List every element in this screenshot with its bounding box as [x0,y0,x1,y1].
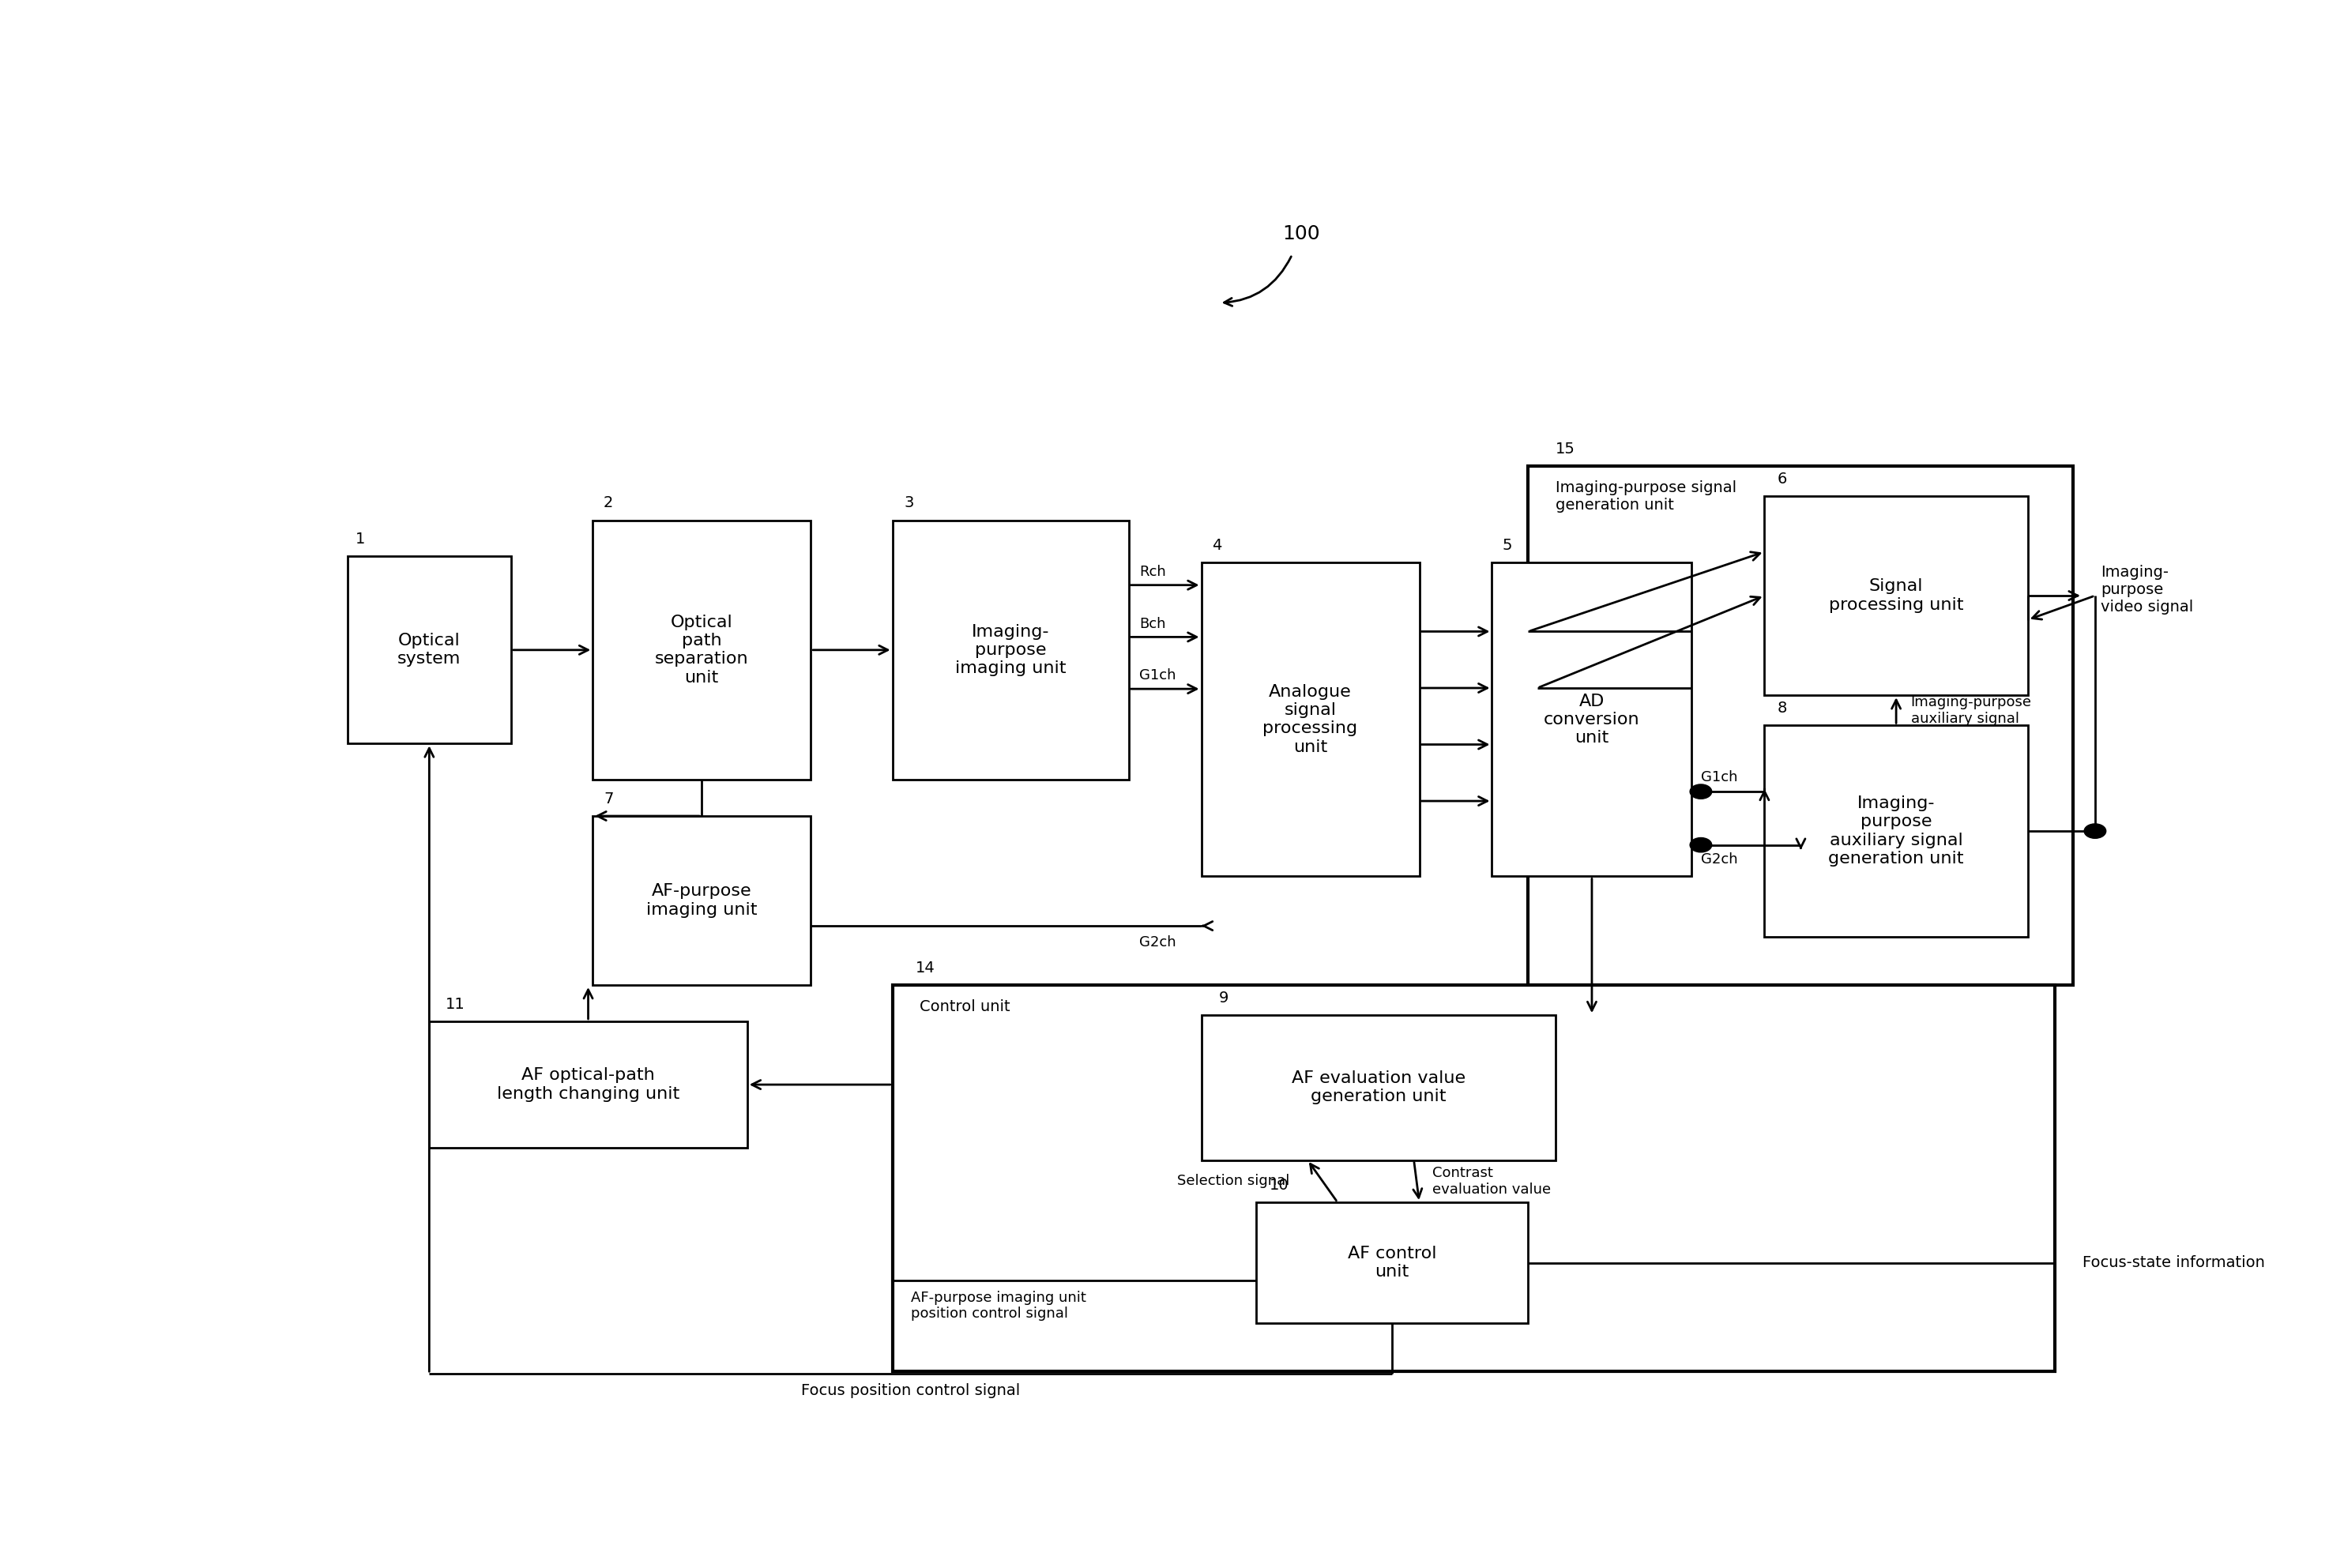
Text: 100: 100 [1282,224,1320,243]
Text: G2ch: G2ch [1139,936,1177,950]
Bar [1202,563,1420,877]
Text: 14: 14 [917,960,935,975]
Text: Optical
path
separation
unit: Optical path separation unit [654,615,748,685]
Circle shape [1690,837,1711,851]
Text: Focus position control signal: Focus position control signal [802,1383,1020,1399]
Bar [893,985,2056,1372]
Bar [593,521,811,779]
Text: Bch: Bch [1139,616,1165,630]
Bar [893,521,1130,779]
Text: Imaging-purpose
auxiliary signal: Imaging-purpose auxiliary signal [1910,695,2032,726]
Text: Rch: Rch [1139,564,1167,579]
Text: AF-purpose imaging unit
position control signal: AF-purpose imaging unit position control… [912,1290,1085,1322]
Text: Imaging-
purpose
imaging unit: Imaging- purpose imaging unit [954,624,1067,676]
Text: 4: 4 [1212,538,1221,554]
Text: Analogue
signal
processing
unit: Analogue signal processing unit [1263,684,1357,754]
Text: Selection signal: Selection signal [1177,1174,1289,1189]
Text: Imaging-
purpose
auxiliary signal
generation unit: Imaging- purpose auxiliary signal genera… [1828,795,1964,867]
Text: Optical
system: Optical system [398,633,462,666]
Bar [1493,563,1692,877]
Text: G1ch: G1ch [1139,668,1177,684]
Circle shape [2084,823,2105,839]
Text: Imaging-
purpose
video signal: Imaging- purpose video signal [2100,564,2194,615]
Text: Contrast
evaluation value: Contrast evaluation value [1432,1167,1552,1196]
Text: 8: 8 [1777,701,1788,715]
Bar [1765,495,2028,695]
Text: 7: 7 [605,792,614,806]
Bar [347,557,511,743]
Bar [1765,726,2028,936]
Text: 6: 6 [1777,472,1788,486]
Text: 11: 11 [445,997,464,1011]
Text: G2ch: G2ch [1702,851,1737,867]
Text: Signal
processing unit: Signal processing unit [1828,579,1964,613]
Text: Focus-state information: Focus-state information [2081,1256,2264,1270]
Text: 3: 3 [905,495,914,511]
Bar [1202,1014,1556,1160]
Circle shape [1690,784,1711,798]
Text: 15: 15 [1556,441,1575,456]
Text: AF control
unit: AF control unit [1348,1245,1437,1279]
Text: AD
conversion
unit: AD conversion unit [1545,693,1641,746]
Bar [593,815,811,985]
Text: 9: 9 [1219,991,1228,1005]
Text: AF optical-path
length changing unit: AF optical-path length changing unit [497,1068,680,1102]
Text: G1ch: G1ch [1702,770,1737,784]
Bar [1256,1203,1528,1323]
Bar [429,1021,748,1148]
Text: AF-purpose
imaging unit: AF-purpose imaging unit [647,883,757,917]
Text: Imaging-purpose signal
generation unit: Imaging-purpose signal generation unit [1556,480,1737,513]
Text: 5: 5 [1503,538,1512,554]
Text: 1: 1 [356,532,366,547]
Text: 2: 2 [605,495,614,511]
Text: 10: 10 [1270,1178,1289,1193]
Bar [1528,466,2072,985]
Text: Control unit: Control unit [919,999,1010,1014]
Text: AF evaluation value
generation unit: AF evaluation value generation unit [1292,1071,1465,1105]
